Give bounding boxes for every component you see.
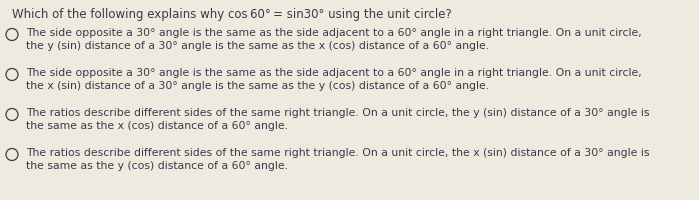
Text: The ratios describe different sides of the same right triangle. On a unit circle: The ratios describe different sides of t… — [26, 108, 649, 118]
Text: the y (sin) distance of a 30° angle is the same as the x (cos) distance of a 60°: the y (sin) distance of a 30° angle is t… — [26, 41, 489, 51]
Text: The side opposite a 30° angle is the same as the side adjacent to a 60° angle in: The side opposite a 30° angle is the sam… — [26, 28, 642, 38]
Text: the same as the y (cos) distance of a 60° angle.: the same as the y (cos) distance of a 60… — [26, 161, 288, 171]
Text: the same as the x (cos) distance of a 60° angle.: the same as the x (cos) distance of a 60… — [26, 121, 288, 131]
Text: the x (sin) distance of a 30° angle is the same as the y (cos) distance of a 60°: the x (sin) distance of a 30° angle is t… — [26, 81, 489, 91]
Text: The ratios describe different sides of the same right triangle. On a unit circle: The ratios describe different sides of t… — [26, 148, 649, 158]
Text: Which of the following explains why cos 60° = sin30° using the unit circle?: Which of the following explains why cos … — [12, 8, 452, 21]
Text: The side opposite a 30° angle is the same as the side adjacent to a 60° angle in: The side opposite a 30° angle is the sam… — [26, 68, 642, 78]
